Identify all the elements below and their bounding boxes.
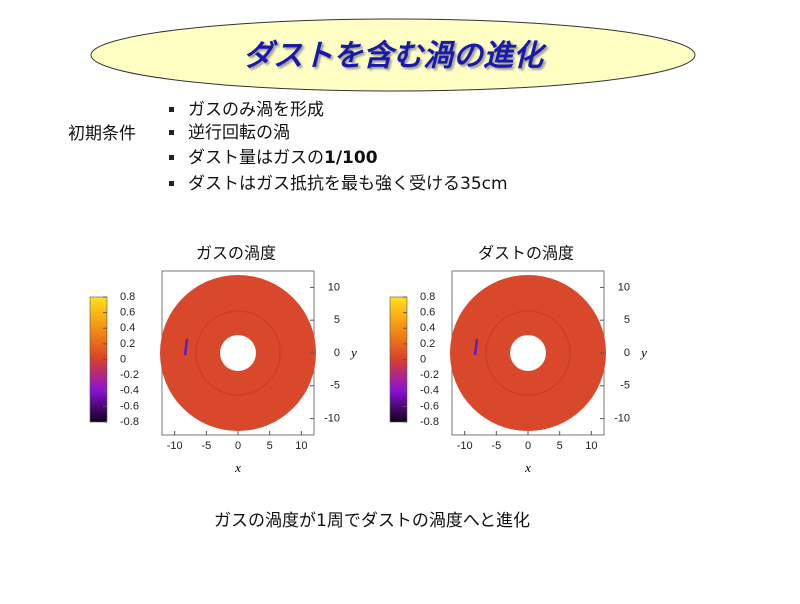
colorbar-tick-label: -0.8 [120, 416, 139, 428]
y-tick-label: 10 [618, 281, 630, 293]
colorbar-tick-label: 0.8 [420, 291, 435, 303]
y-tick-label: -5 [620, 380, 630, 392]
x-tick-label: -5 [201, 440, 211, 452]
colorbar-tick-label: 0.6 [120, 307, 135, 319]
caption: ガスの渦度が1周でダストの渦度へと進化 [214, 511, 530, 531]
disk-ring [485, 310, 571, 396]
colorbar-tick-label: -0.2 [420, 369, 439, 381]
y-axis-label: y [639, 345, 647, 360]
vortex-streak [183, 338, 189, 356]
colorbar-tick-label: 0.8 [120, 291, 135, 303]
vortex-streak [473, 338, 479, 356]
slide-title: ダストを含む渦の進化 [243, 39, 547, 74]
x-tick-label: 0 [525, 440, 531, 452]
y-tick-label: -10 [324, 413, 340, 425]
x-axis-label: x [234, 460, 241, 475]
colorbar-tick-label: 0.2 [420, 338, 435, 350]
colorbar-tick-label: 0.6 [420, 307, 435, 319]
colorbar-tick-label: -0.6 [120, 400, 139, 412]
x-tick-label: 5 [557, 440, 563, 452]
colorbar-tick-label: 0.2 [120, 338, 135, 350]
y-tick-label: 5 [624, 314, 630, 326]
disk-ring [195, 310, 281, 396]
bullet-text: ダスト量はガスの1/100 [188, 148, 378, 168]
colorbar-tick-label: -0.4 [420, 385, 439, 397]
plot-title: ダストの渦度 [478, 244, 574, 263]
x-tick-label: -10 [457, 440, 473, 452]
plot-title: ガスの渦度 [196, 244, 276, 263]
y-tick-label: 5 [334, 314, 340, 326]
y-tick-label: 10 [328, 281, 340, 293]
x-tick-label: -5 [491, 440, 501, 452]
bullet-text: ダストはガス抵抗を最も強く受ける35cm [188, 174, 508, 194]
colorbar-tick-label: -0.4 [120, 385, 139, 397]
title-ellipse [90, 18, 696, 92]
x-tick-label: -10 [167, 440, 183, 452]
disk-hole [510, 335, 546, 371]
y-axis-label: y [349, 345, 357, 360]
x-tick-label: 5 [267, 440, 273, 452]
x-tick-label: 10 [585, 440, 597, 452]
bullet [169, 181, 174, 186]
bullet [169, 130, 174, 135]
x-tick-label: 0 [235, 440, 241, 452]
bullet [169, 155, 174, 160]
y-tick-label: 0 [624, 347, 630, 359]
colorbar-tick-label: 0 [120, 353, 126, 365]
bullet-text: 逆行回転の渦 [188, 123, 290, 143]
plots: ガスの渦度 -10 -5 0 5 10 -10 -5 0 5 10 x y 0.8 0.6 0.4 0.2 0 -0… [89, 244, 647, 475]
colorbar-tick-label: -0.2 [120, 369, 139, 381]
x-axis-label: x [524, 460, 531, 475]
colorbar-tick-label: -0.6 [420, 400, 439, 412]
y-tick-label: -10 [614, 413, 630, 425]
x-tick-label: 10 [295, 440, 307, 452]
colorbar-tick-label: -0.8 [420, 416, 439, 428]
bullet-text-part: ダスト量はガスの [188, 148, 324, 168]
disk-hole [220, 335, 256, 371]
y-tick-label: 0 [334, 347, 340, 359]
bullet-emphasis: 1/100 [324, 148, 378, 168]
bullet [169, 107, 174, 112]
colorbar-tick-label: 0.4 [420, 322, 435, 334]
colorbar-tick-label: 0.4 [120, 322, 135, 334]
colorbar-tick-label: 0 [420, 353, 426, 365]
conditions-label: 初期条件 [68, 124, 136, 144]
y-tick-label: -5 [330, 380, 340, 392]
bullet-text: ガスのみ渦を形成 [188, 100, 324, 120]
